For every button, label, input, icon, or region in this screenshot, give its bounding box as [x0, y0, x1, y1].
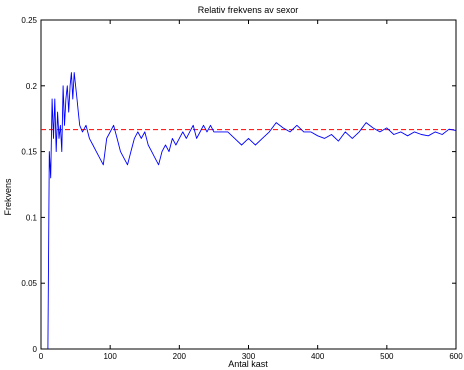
- x-tick-label: 500: [380, 352, 394, 361]
- x-tick-label: 200: [173, 352, 187, 361]
- x-tick-label: 0: [39, 352, 44, 361]
- x-axis-title: Antal kast: [228, 359, 268, 369]
- y-tick-label: 0.05: [21, 279, 37, 288]
- plot-frame: [40, 19, 457, 350]
- tick-layer: 0 100 200 300 400 500 600 0 0.05 0.1 0.15 0.2 0.25: [21, 16, 463, 361]
- y-tick-label: 0.25: [21, 16, 37, 25]
- chart-title: Relativ frekvens av sexor: [198, 5, 299, 15]
- y-axis-title: Frekvens: [3, 178, 13, 216]
- y-tick-label: 0.2: [26, 82, 38, 91]
- series-line-0: [47, 72, 457, 350]
- y-tick-label: 0.15: [21, 148, 37, 157]
- y-tick-label: 0: [33, 345, 38, 354]
- x-tick-label: 100: [103, 352, 117, 361]
- x-tick-label: 600: [449, 352, 463, 361]
- data-layer: [41, 72, 457, 350]
- x-tick-label: 400: [311, 352, 325, 361]
- plot-area: [40, 19, 457, 350]
- y-tick-label: 0.1: [26, 213, 38, 222]
- x-tick-label: 300: [242, 352, 256, 361]
